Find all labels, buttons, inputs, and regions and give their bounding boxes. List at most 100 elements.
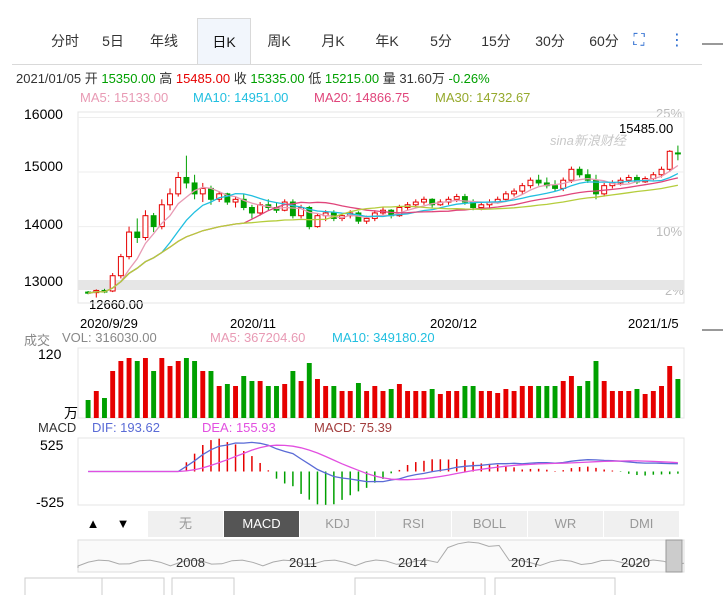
- tab-6[interactable]: 年K: [375, 33, 399, 49]
- indicator-5[interactable]: WR: [528, 511, 604, 537]
- nav-year: 2008: [176, 555, 205, 570]
- volume-bar: [593, 361, 599, 418]
- fullscreen-icon[interactable]: ⛶: [633, 32, 645, 49]
- navigator-handle: [665, 539, 683, 573]
- navigator-frame: [77, 539, 685, 573]
- low-band: [78, 280, 684, 290]
- candle-body: [150, 215, 157, 228]
- pct-tick: 10%: [656, 224, 683, 239]
- volume-bar: [216, 386, 222, 418]
- volume-bar: [552, 386, 558, 418]
- tab-1[interactable]: 5日: [102, 33, 124, 49]
- date-tick: 2020/12: [430, 316, 477, 331]
- volume-bar: [478, 391, 484, 418]
- close-value: 15335.00: [250, 71, 305, 86]
- tab-10[interactable]: 60分: [589, 33, 619, 49]
- volume-bar: [454, 391, 460, 418]
- down-arrow-button[interactable]: ▼: [116, 516, 130, 531]
- date-tick: 2020/9/29: [80, 316, 138, 331]
- candle-body: [412, 201, 419, 206]
- volume-bar: [413, 391, 419, 418]
- indicator-4[interactable]: BOLL: [452, 511, 528, 537]
- candle-body: [126, 231, 133, 258]
- indicator-2[interactable]: KDJ: [300, 511, 376, 537]
- volume-bar: [339, 391, 345, 418]
- tab-4[interactable]: 周K: [267, 33, 291, 49]
- quote-date: 2021/01/05: [16, 71, 82, 86]
- tab-7[interactable]: 5分: [430, 33, 452, 49]
- volume-bar: [274, 386, 279, 418]
- volume-bar: [462, 386, 468, 418]
- indicator-1[interactable]: MACD: [224, 511, 300, 537]
- macd-axis-bottom: -525: [36, 494, 65, 510]
- volume-bar: [241, 376, 247, 418]
- volume-bar: [429, 389, 435, 418]
- volume-bar: [372, 386, 378, 418]
- candle-body: [674, 152, 681, 155]
- volume-bar: [200, 371, 206, 418]
- candle-body: [519, 185, 526, 192]
- candle-body: [142, 215, 149, 239]
- tab-3[interactable]: 日K: [197, 18, 251, 64]
- macd-frame: [77, 437, 685, 506]
- bottom-button: [101, 577, 165, 595]
- bottom-button: [494, 577, 616, 595]
- volume-bar: [347, 391, 353, 418]
- tab-9[interactable]: 30分: [535, 33, 565, 49]
- indicator-bar: ▲ ▼ 无 MACD KDJ RSI BOLL WR DMI: [78, 511, 682, 537]
- volume-bar: [380, 391, 386, 418]
- candle-body: [511, 190, 518, 195]
- candle-body: [421, 198, 427, 203]
- tab-2[interactable]: 年线: [150, 33, 178, 49]
- dea-line: [88, 444, 678, 481]
- min-price-label: 12660.00: [89, 297, 144, 312]
- volume-bar: [396, 384, 402, 418]
- change-value: -0.26%: [448, 71, 490, 86]
- candle-body: [306, 207, 313, 228]
- volume-bar: [167, 366, 173, 418]
- high-label: 高: [159, 71, 173, 86]
- candle-body: [453, 196, 460, 200]
- volume-bar: [265, 386, 271, 418]
- nav-year: 2011: [289, 555, 317, 570]
- max-price-label: 15485.00: [619, 121, 674, 136]
- volume-bar: [650, 391, 656, 418]
- tab-5[interactable]: 月K: [321, 33, 345, 49]
- candle-body: [527, 179, 534, 187]
- indicator-3[interactable]: RSI: [376, 511, 452, 537]
- volume-bar: [93, 391, 99, 418]
- volume-bar: [257, 381, 263, 418]
- volume-bar: [446, 391, 451, 418]
- volume-bar: [634, 389, 640, 418]
- volume-axis-top: 120: [38, 346, 62, 362]
- price-frame: [77, 111, 685, 304]
- candle-body: [248, 207, 255, 214]
- volume-bar: [85, 400, 91, 418]
- candle-body: [232, 198, 239, 203]
- up-arrow-button[interactable]: ▲: [86, 516, 100, 531]
- tab-8[interactable]: 15分: [481, 33, 511, 49]
- indicator-6[interactable]: DMI: [604, 511, 680, 537]
- volume-bar: [470, 386, 476, 418]
- volume-bar: [577, 386, 583, 418]
- open-label: 开: [84, 71, 98, 86]
- volume-bar: [233, 386, 239, 418]
- candle-body: [502, 193, 509, 200]
- volume-bar: [151, 371, 157, 418]
- bottom-button: [24, 577, 104, 595]
- tab-0[interactable]: 分时: [51, 33, 79, 49]
- volume-bar: [364, 391, 370, 418]
- macd-dea: DEA: 155.93: [202, 420, 276, 435]
- candle-body: [289, 201, 296, 217]
- macd-value: MACD: 75.39: [314, 420, 393, 435]
- more-vertical-icon[interactable]: ⋮: [669, 32, 685, 49]
- nav-year: 2017: [511, 555, 540, 570]
- volume-bar: [290, 371, 296, 418]
- open-value: 15350.00: [101, 71, 156, 86]
- volume-bar: [626, 391, 632, 418]
- candle-body: [552, 185, 558, 189]
- indicator-0[interactable]: 无: [148, 511, 224, 537]
- nav-year: 2014: [398, 555, 427, 570]
- candle-body: [625, 176, 632, 181]
- volume-vol: VOL: 316030.00: [62, 330, 157, 345]
